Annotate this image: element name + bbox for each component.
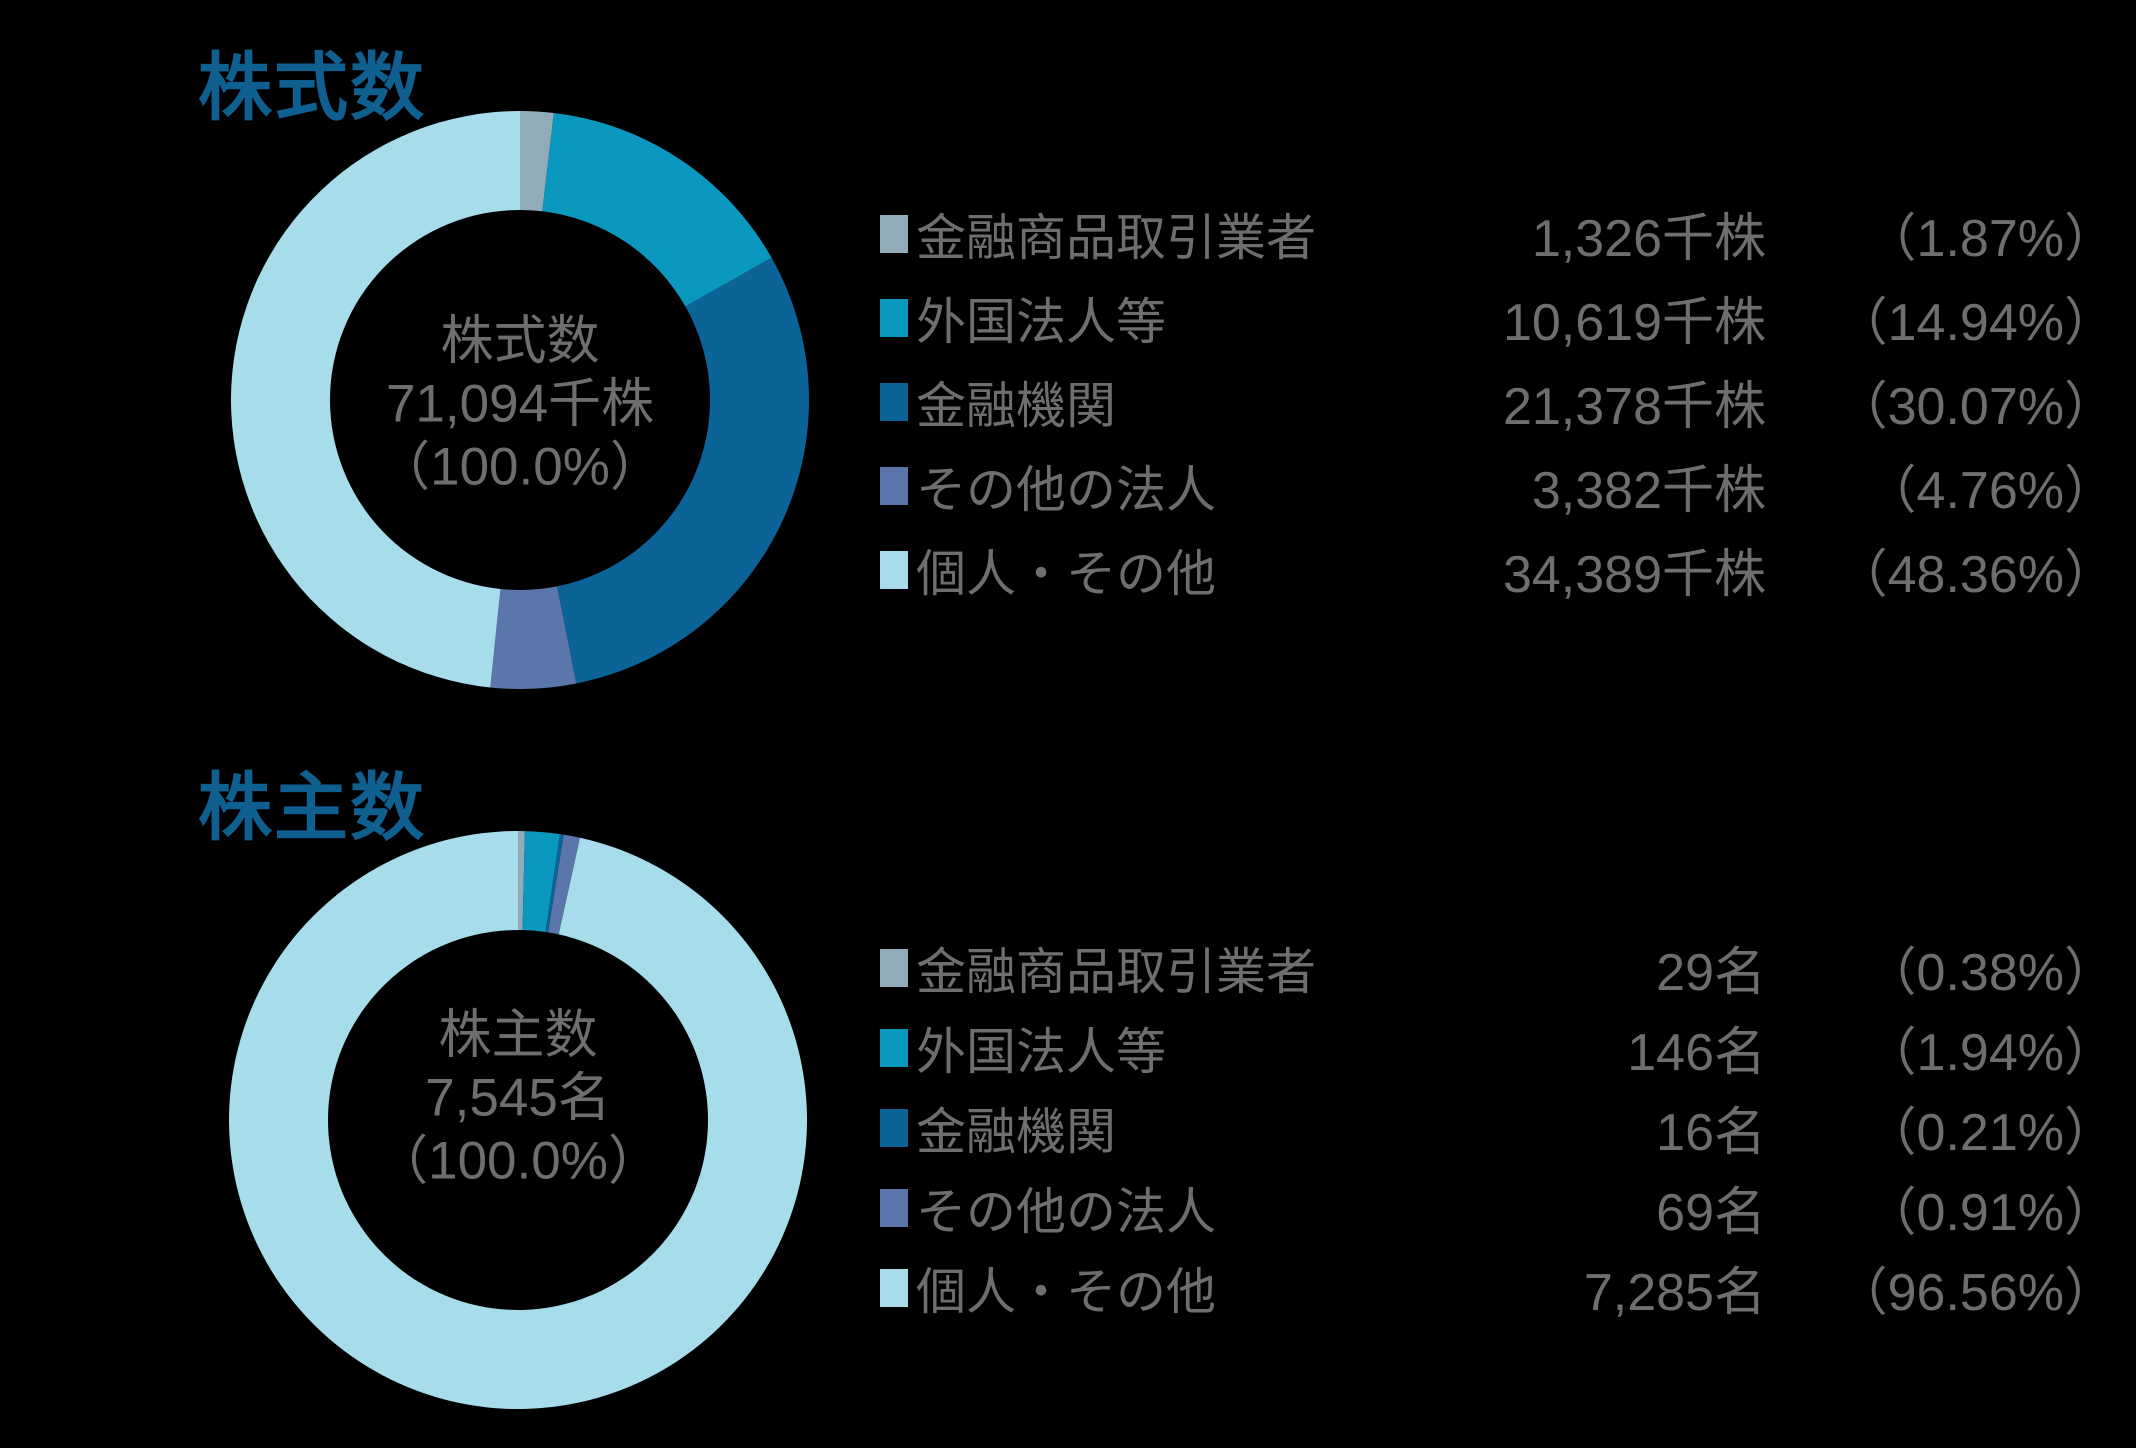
legend-category-label: 外国法人等 <box>916 293 1166 350</box>
donut-segment <box>557 257 809 684</box>
holders-center-total: 7,545名 <box>425 1068 611 1128</box>
legend-value: 3,382千株 <box>1531 462 1766 520</box>
holders-legend: 金融商品取引業者 29名 （0.38%） 外国法人等 146名 （1.94%） … <box>880 930 2120 1330</box>
shares-donut-chart <box>231 111 809 689</box>
legend-value: 10,619千株 <box>1502 294 1766 352</box>
legend-percent: （0.38%） <box>1864 944 2116 1002</box>
holders-chart-title: 株主数 <box>198 766 426 849</box>
legend-row: 個人・その他 34,389千株 （48.36%） <box>880 532 2120 604</box>
holders-donut-center-label: 株主数 7,545名 （100.0%） <box>258 1004 778 1193</box>
legend-value: 21,378千株 <box>1502 378 1766 436</box>
legend-color-swatch-icon <box>880 466 908 505</box>
legend-percent: （0.21%） <box>1864 1104 2116 1162</box>
legend-percent: （96.56%） <box>1835 1264 2116 1322</box>
donut-svg <box>229 831 807 1409</box>
legend-row: その他の法人 69名 （0.91%） <box>880 1170 2120 1242</box>
legend-category-label: その他の法人 <box>916 1183 1216 1240</box>
shares-center-title: 株式数 <box>440 311 600 371</box>
legend-percent: （4.76%） <box>1864 462 2116 520</box>
legend-value: 29名 <box>1656 944 1766 1002</box>
donut-segment <box>548 834 580 935</box>
legend-row: 外国法人等 146名 （1.94%） <box>880 1010 2120 1082</box>
legend-color-swatch-icon <box>880 298 908 337</box>
legend-value: 7,285名 <box>1583 1264 1766 1322</box>
donut-segment <box>229 831 807 1409</box>
donut-svg <box>231 111 809 689</box>
legend-percent: （30.07%） <box>1835 378 2116 436</box>
legend-value: 1,326千株 <box>1531 210 1766 268</box>
legend-category-label: 金融商品取引業者 <box>916 943 1316 1000</box>
legend-value: 34,389千株 <box>1502 546 1766 604</box>
legend-row: 金融商品取引業者 29名 （0.38%） <box>880 930 2120 1002</box>
legend-category-label: 外国法人等 <box>916 1023 1166 1080</box>
legend-category-label: 個人・その他 <box>916 545 1216 602</box>
legend-row: 金融機関 16名 （0.21%） <box>880 1090 2120 1162</box>
legend-color-swatch-icon <box>880 214 908 253</box>
donut-segment <box>518 831 525 931</box>
legend-value: 69名 <box>1656 1184 1766 1242</box>
legend-value: 16名 <box>1656 1104 1766 1162</box>
legend-percent: （14.94%） <box>1835 294 2116 352</box>
holders-center-title: 株主数 <box>438 1005 598 1065</box>
legend-category-label: 金融機関 <box>916 1103 1116 1160</box>
donut-segment <box>520 111 554 212</box>
holders-center-percent: （100.0%） <box>375 1131 661 1191</box>
donut-segment <box>545 834 564 933</box>
legend-percent: （1.94%） <box>1864 1024 2116 1082</box>
legend-row: 金融商品取引業者 1,326千株 （1.87%） <box>880 196 2120 268</box>
legend-color-swatch-icon <box>880 382 908 421</box>
legend-category-label: 金融商品取引業者 <box>916 209 1316 266</box>
legend-percent: （0.91%） <box>1864 1184 2116 1242</box>
legend-color-swatch-icon <box>880 1108 908 1147</box>
donut-segment <box>522 831 560 933</box>
donut-segment <box>490 586 577 689</box>
legend-value: 146名 <box>1627 1024 1766 1082</box>
legend-color-swatch-icon <box>880 1028 908 1067</box>
legend-percent: （1.87%） <box>1864 210 2116 268</box>
legend-row: 金融機関 21,378千株 （30.07%） <box>880 364 2120 436</box>
donut-segment <box>542 112 772 307</box>
holders-donut-chart <box>229 831 807 1409</box>
legend-color-swatch-icon <box>880 1188 908 1227</box>
shares-donut-center-label: 株式数 71,094千株 （100.0%） <box>260 310 780 499</box>
shares-center-percent: （100.0%） <box>377 437 663 497</box>
legend-color-swatch-icon <box>880 1268 908 1307</box>
donut-segment <box>231 111 520 688</box>
legend-row: その他の法人 3,382千株 （4.76%） <box>880 448 2120 520</box>
legend-color-swatch-icon <box>880 948 908 987</box>
shares-legend: 金融商品取引業者 1,326千株 （1.87%） 外国法人等 10,619千株 … <box>880 196 2120 616</box>
legend-row: 個人・その他 7,285名 （96.56%） <box>880 1250 2120 1322</box>
legend-category-label: その他の法人 <box>916 461 1216 518</box>
shares-center-total: 71,094千株 <box>385 374 655 434</box>
shares-chart-title: 株式数 <box>198 46 426 129</box>
legend-category-label: 金融機関 <box>916 377 1116 434</box>
legend-color-swatch-icon <box>880 550 908 589</box>
legend-row: 外国法人等 10,619千株 （14.94%） <box>880 280 2120 352</box>
legend-percent: （48.36%） <box>1835 546 2116 604</box>
legend-category-label: 個人・その他 <box>916 1263 1216 1320</box>
